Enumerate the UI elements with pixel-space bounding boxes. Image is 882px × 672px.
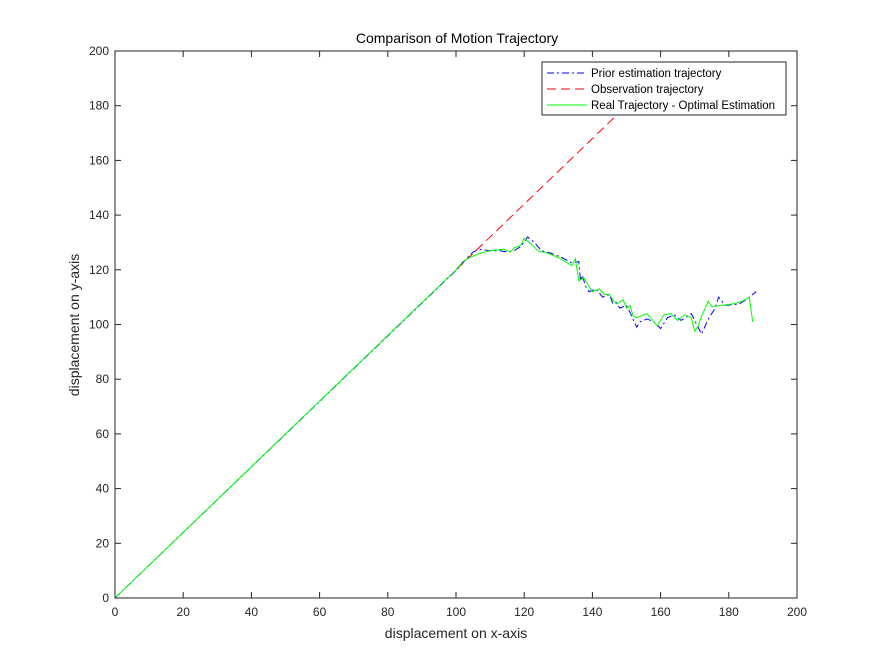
x-tick-label: 0 (112, 605, 119, 619)
y-tick-label: 60 (96, 427, 110, 441)
x-tick-label: 20 (177, 605, 191, 619)
x-tick-label: 100 (446, 605, 466, 619)
plot-area: 0 20 40 60 80 100 120 140 160 180 200 0 20 40 60 80 100 1… (89, 44, 807, 619)
legend-label-2: Observation trajectory (591, 84, 704, 96)
series-line-1 (114, 236, 757, 599)
x-tick-label: 40 (245, 605, 259, 619)
y-tick-label: 0 (102, 591, 109, 605)
x-tick-label: 120 (514, 605, 534, 619)
x-tick-label: 200 (787, 605, 807, 619)
y-tick-label: 20 (96, 536, 110, 550)
y-tick-label: 140 (89, 208, 109, 222)
y-tick-label: 160 (89, 153, 109, 167)
chart-title: Comparison of Motion Trajectory (356, 30, 558, 46)
legend-entries: Prior estimation trajectory Observation t… (547, 68, 775, 112)
x-axis-title: displacement on x-axis (385, 625, 527, 641)
tick-layer: 0 20 40 60 80 100 120 140 160 180 200 0 20 40 60 80 100 1… (89, 44, 807, 619)
plot-frame (114, 50, 798, 599)
x-tick-label: 140 (582, 605, 602, 619)
y-tick-label: 80 (96, 372, 110, 386)
legend-label-3: Real Trajectory - Optimal Estimation (591, 100, 775, 112)
series-layer (114, 88, 757, 599)
y-axis-title: displacement on y-axis (66, 254, 82, 396)
x-tick-label: 80 (381, 605, 395, 619)
legend-label-1: Prior estimation trajectory (591, 68, 722, 80)
y-tick-label: 100 (89, 318, 109, 332)
x-tick-label: 60 (313, 605, 327, 619)
x-tick-label: 160 (651, 605, 671, 619)
y-tick-label: 180 (89, 99, 109, 113)
y-tick-label: 40 (96, 482, 110, 496)
y-tick-label: 120 (89, 263, 109, 277)
series-line-3 (114, 237, 754, 599)
series-line-2 (455, 88, 644, 271)
legend: Prior estimation trajectory Observation t… (541, 61, 787, 116)
y-tick-label: 200 (89, 44, 109, 58)
x-tick-label: 180 (719, 605, 739, 619)
